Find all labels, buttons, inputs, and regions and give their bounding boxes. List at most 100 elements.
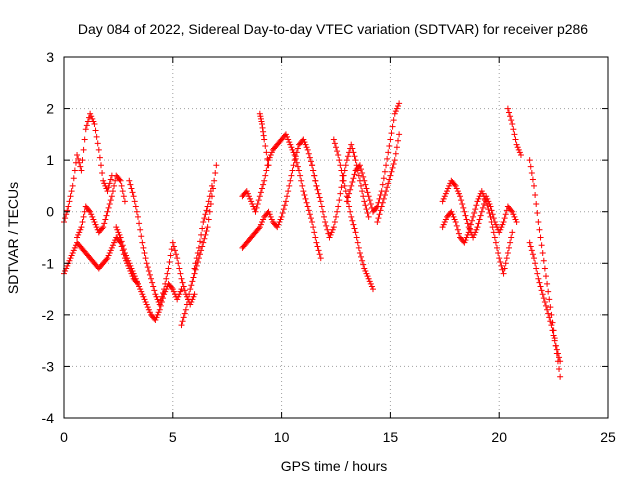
data-point [352,229,359,236]
data-point [359,188,366,195]
data-point [104,255,111,262]
y-tick-label: 1 [46,152,54,168]
data-point [115,229,122,236]
data-point [385,180,392,187]
data-point [509,229,516,236]
data-point [331,219,338,226]
data-point [129,268,136,275]
data-point [539,249,546,256]
data-point [96,154,103,161]
data-point [364,210,371,217]
data-point [257,189,264,196]
data-point [547,304,554,311]
data-point [260,128,267,135]
data-point [289,146,296,153]
data-point [461,208,468,215]
data-point [176,291,183,298]
data-point [472,229,479,236]
data-point [200,219,207,226]
data-point [360,193,367,200]
data-point [99,225,106,232]
data-point [466,225,473,232]
data-point [69,182,76,189]
data-point [327,231,334,238]
data-point [90,118,97,125]
data-point [528,170,535,177]
data-point [309,219,316,226]
data-point [459,200,466,207]
data-point [267,213,274,220]
data-point [463,234,470,241]
data-point [552,342,559,349]
data-point [504,105,511,112]
data-point [86,207,93,214]
data-point [78,167,85,174]
data-point [268,216,275,223]
data-point [344,194,351,201]
data-point [365,275,372,282]
data-point [256,193,263,200]
data-point [318,203,325,210]
data-point [255,225,262,232]
data-point [133,278,140,285]
data-point [120,246,127,253]
data-point [178,322,185,329]
data-point [198,231,205,238]
data-point [549,327,556,334]
data-point [473,226,480,233]
data-point [174,296,181,303]
data-point [213,162,220,169]
data-point [249,200,256,207]
x-tick-label: 15 [383,429,399,445]
data-point [107,176,114,183]
data-point [306,154,313,161]
data-point [260,132,267,139]
data-point [190,293,197,300]
data-point [154,296,161,303]
data-point [104,188,111,195]
data-point [67,255,74,262]
data-point [278,213,285,220]
data-point [84,118,91,125]
data-point [441,219,448,226]
x-tick-label: 25 [600,429,616,445]
data-point [180,314,187,321]
data-point [64,262,71,269]
data-point [300,136,307,143]
data-point [157,297,164,304]
data-point [315,190,322,197]
data-point [540,257,547,264]
data-point [442,190,449,197]
data-point [346,203,353,210]
data-point [439,224,446,231]
data-point [464,231,471,238]
series-seg-d4 [526,157,564,380]
data-point [192,266,199,273]
data-point [260,216,267,223]
data-point [340,177,347,184]
data-point [160,289,167,296]
data-point [483,198,490,205]
data-point [363,270,370,277]
data-point [188,282,195,289]
data-point [167,252,174,259]
data-point [439,198,446,205]
data-point [126,177,133,184]
data-point [181,287,188,294]
data-point [118,238,125,245]
data-point [317,198,324,205]
data-point [326,234,333,241]
data-point [367,200,374,207]
data-point [276,219,283,226]
data-point [252,208,259,215]
data-point [101,180,108,187]
data-point [475,195,482,202]
data-point [92,221,99,228]
data-point [531,182,538,189]
data-point [442,216,449,223]
series-seg-c7 [374,131,403,226]
data-point [342,188,349,195]
data-point [364,189,371,196]
data-point [470,213,477,220]
data-point [478,188,485,195]
